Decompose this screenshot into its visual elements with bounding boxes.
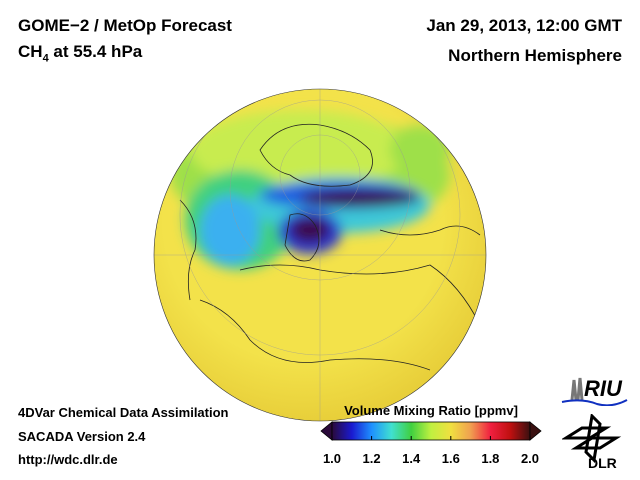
colorbar-tick-label: 1.4 bbox=[402, 451, 421, 466]
graticule bbox=[154, 89, 486, 421]
coastlines bbox=[179, 123, 481, 371]
colorbar-tick-label: 2.0 bbox=[520, 451, 540, 466]
product-title: GOME−2 / MetOp Forecast bbox=[18, 16, 232, 35]
forecast-date: Jan 29, 2013, 12:00 GMT bbox=[426, 16, 622, 35]
species-title: CH4 at 55.4 hPa bbox=[18, 42, 142, 64]
colorbar-min-arrow bbox=[320, 421, 333, 441]
colorbar-tick-label: 1.0 bbox=[322, 451, 342, 466]
region-label: Northern Hemisphere bbox=[448, 46, 622, 65]
footer-method: 4DVar Chemical Data Assimilation bbox=[18, 405, 229, 420]
ch4-field bbox=[170, 110, 450, 270]
pressure-level: at 55.4 hPa bbox=[48, 42, 143, 61]
dlr-logo: DLR bbox=[562, 414, 622, 470]
colorbar bbox=[320, 421, 542, 441]
colorbar-max-arrow bbox=[529, 421, 542, 441]
footer-version: SACADA Version 2.4 bbox=[18, 429, 146, 444]
colorbar-tick-label: 1.8 bbox=[481, 451, 500, 466]
colorbar-gradient bbox=[331, 421, 531, 441]
species-name: CH bbox=[18, 42, 43, 61]
colorbar-tick-label: 1.6 bbox=[441, 451, 460, 466]
colorbar-tick-label: 1.2 bbox=[362, 451, 381, 466]
riu-logo: RIU bbox=[561, 376, 628, 406]
colorbar-title: Volume Mixing Ratio [ppmv] bbox=[344, 403, 518, 418]
svg-text:DLR: DLR bbox=[588, 455, 617, 470]
footer-url[interactable]: http://wdc.dlr.de bbox=[18, 452, 118, 467]
svg-text:RIU: RIU bbox=[584, 376, 623, 401]
species-subscript: 4 bbox=[42, 52, 49, 65]
